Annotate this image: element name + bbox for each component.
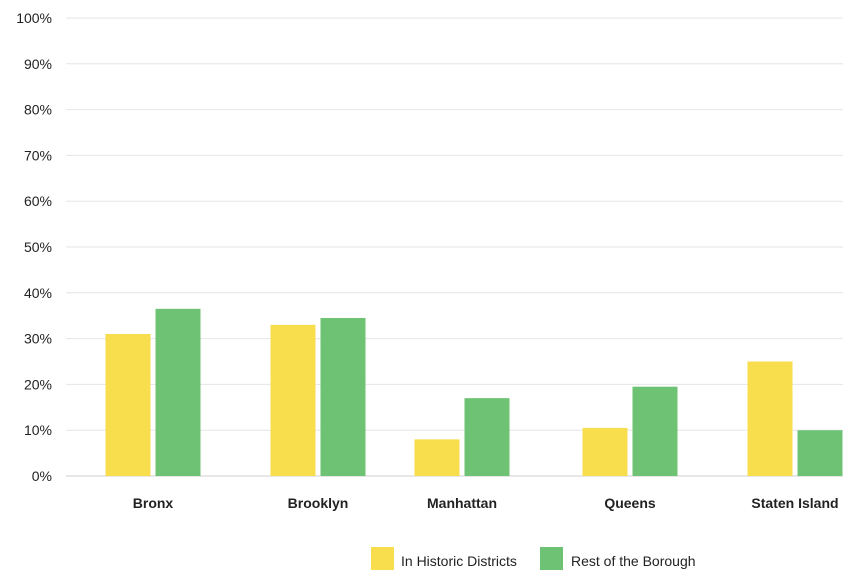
legend-label: Rest of the Borough — [571, 553, 696, 569]
x-category-label: Staten Island — [751, 495, 838, 511]
y-tick-label: 10% — [24, 422, 52, 438]
x-category-label: Bronx — [133, 495, 174, 511]
legend: In Historic Districts Rest of the Borough — [371, 547, 696, 570]
bar-rest-of-the-borough-brooklyn — [320, 317, 366, 476]
y-axis-tick-labels: 0% 10% 20% 30% 40% 50% 60% 70% 80% 90% 100% — [16, 10, 52, 484]
x-axis-category-labels: Bronx Brooklyn Manhattan Queens Staten Islan… — [133, 495, 839, 511]
y-tick-label: 80% — [24, 102, 52, 118]
y-tick-label: 90% — [24, 56, 52, 72]
bar-in-historic-districts-bronx — [105, 334, 151, 476]
x-category-label: Queens — [604, 495, 656, 511]
bar-in-historic-districts-manhattan — [414, 439, 460, 476]
bar-in-historic-districts-queens — [582, 427, 628, 476]
bar-rest-of-the-borough-staten-island — [797, 430, 843, 476]
legend-swatch — [371, 547, 394, 570]
y-tick-label: 0% — [32, 468, 52, 484]
bar-rest-of-the-borough-queens — [632, 386, 678, 476]
bar-in-historic-districts-brooklyn — [270, 324, 316, 476]
legend-swatch — [540, 547, 563, 570]
y-tick-label: 100% — [16, 10, 52, 26]
y-tick-label: 30% — [24, 331, 52, 347]
y-tick-label: 60% — [24, 193, 52, 209]
legend-label: In Historic Districts — [401, 553, 517, 569]
y-tick-label: 70% — [24, 147, 52, 163]
x-category-label: Manhattan — [427, 495, 497, 511]
bars — [105, 308, 843, 476]
bar-in-historic-districts-staten-island — [747, 361, 793, 476]
y-tick-label: 50% — [24, 239, 52, 255]
y-tick-label: 40% — [24, 285, 52, 301]
y-tick-label: 20% — [24, 376, 52, 392]
bar-rest-of-the-borough-manhattan — [464, 398, 510, 476]
x-category-label: Brooklyn — [288, 495, 349, 511]
bar-rest-of-the-borough-bronx — [155, 308, 201, 476]
